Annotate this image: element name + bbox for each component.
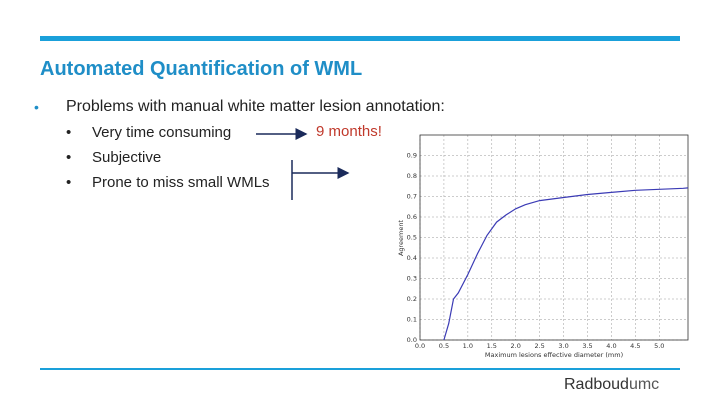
y-tick-label: 0.3 <box>407 275 417 283</box>
x-tick-label: 3.5 <box>582 342 592 350</box>
logo-part-radboud: Radboud <box>564 376 629 393</box>
y-tick-label: 0.9 <box>407 152 417 160</box>
main-bullet-text: Problems with manual white matter lesion… <box>66 98 445 115</box>
sub-bullet-text: Very time consuming <box>92 124 232 141</box>
y-tick-label: 0.6 <box>407 213 417 221</box>
y-tick-label: 0.0 <box>407 336 417 344</box>
y-tick-label: 0.4 <box>407 254 417 262</box>
main-bullet-marker: • <box>34 99 39 115</box>
x-tick-label: 3.0 <box>558 342 568 350</box>
x-tick-label: 4.0 <box>606 342 616 350</box>
y-tick-label: 0.5 <box>407 234 417 242</box>
sub-bullet-marker: • <box>66 149 72 166</box>
bottom-accent-rule <box>40 368 680 370</box>
y-axis-label: Agreement <box>397 220 405 257</box>
sub-bullet-marker: • <box>66 174 72 191</box>
top-accent-rule <box>40 36 680 41</box>
x-tick-label: 2.5 <box>534 342 544 350</box>
sub-bullet-text: Subjective <box>92 149 162 166</box>
slide-title: Automated Quantification of WML <box>40 58 363 80</box>
y-tick-label: 0.7 <box>407 193 417 201</box>
x-tick-label: 0.5 <box>439 342 449 350</box>
x-axis-label: Maximum lesions effective diameter (mm) <box>485 351 623 359</box>
callout-9-months: 9 months! <box>316 123 382 140</box>
x-tick-label: 1.5 <box>487 342 497 350</box>
chart-grid <box>419 135 688 341</box>
x-tick-label: 4.5 <box>630 342 640 350</box>
chart-ticks: 0.0 0.5 1.0 1.5 2.0 2.5 3.0 3.5 4.0 4.5 5.0 0.0 0.1 0… <box>407 152 665 351</box>
radboudumc-logo: Radboudumc <box>564 376 659 394</box>
sub-bullet-text: Prone to miss small WMLs <box>92 174 270 191</box>
logo-part-umc: umc <box>628 376 660 393</box>
x-tick-label: 1.0 <box>463 342 473 350</box>
x-tick-label: 5.0 <box>654 342 664 350</box>
series-line-agreement <box>443 187 689 341</box>
sub-bullet-marker: • <box>66 124 72 141</box>
chart-frame <box>419 134 689 341</box>
x-tick-label: 2.0 <box>511 342 521 350</box>
y-tick-label: 0.2 <box>407 295 417 303</box>
y-tick-label: 0.8 <box>407 172 417 180</box>
y-tick-label: 0.1 <box>407 316 417 324</box>
x-tick-label: 0.0 <box>415 342 425 350</box>
